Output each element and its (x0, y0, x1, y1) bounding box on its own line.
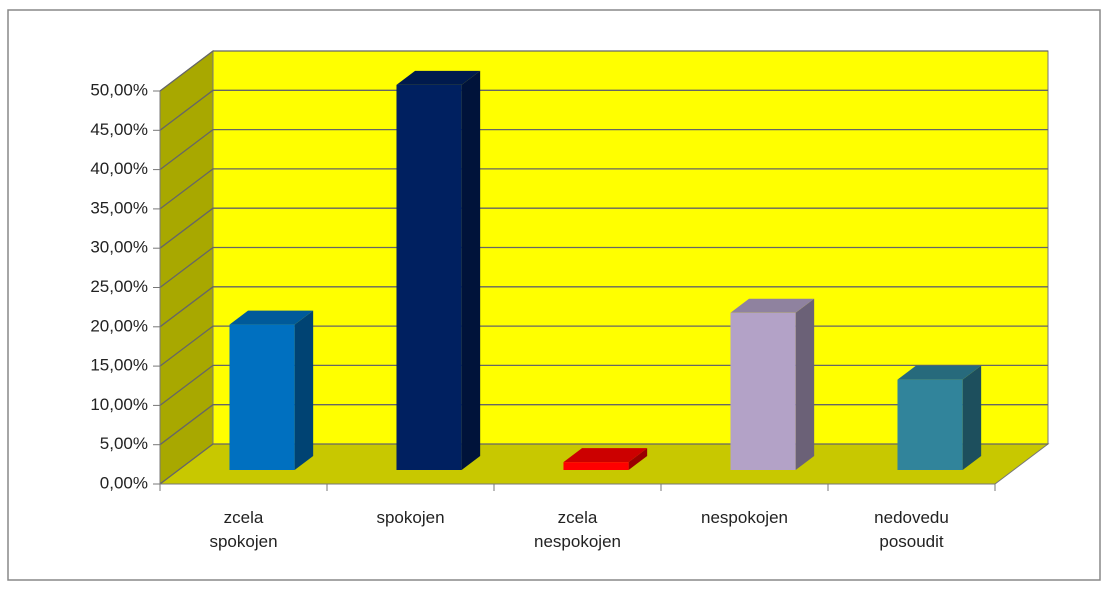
y-tick-label: 50,00% (90, 80, 148, 99)
x-tick-label: zcela spokojen (209, 508, 278, 551)
bar-side (294, 310, 314, 470)
y-tick-label: 20,00% (90, 316, 148, 335)
y-tick-label: 15,00% (90, 356, 148, 375)
bar-top (730, 298, 815, 313)
y-tick-label: 10,00% (90, 395, 148, 414)
x-tick-label: nedovedu posoudit (874, 508, 949, 551)
x-tick-label: nespokojen (701, 508, 788, 527)
x-tick-label: spokojen (376, 508, 445, 527)
y-tick-label: 45,00% (90, 120, 148, 139)
bar-side (962, 365, 982, 470)
y-tick-label: 25,00% (90, 277, 148, 296)
bar-side (461, 70, 481, 471)
grid-line (159, 50, 1048, 92)
y-tick-label: 30,00% (90, 238, 148, 257)
y-tick-label: 35,00% (90, 198, 148, 217)
grid-line (159, 168, 1048, 210)
bar-top (897, 365, 982, 380)
bar (229, 324, 295, 470)
grid-line (159, 246, 1048, 289)
bar (730, 312, 796, 470)
bar-top (563, 448, 648, 463)
grid-line (159, 207, 1048, 249)
y-tick-label: 40,00% (90, 159, 148, 178)
bar (563, 462, 629, 470)
grid-line (159, 128, 1048, 171)
grid-line (159, 89, 1048, 131)
y-tick-label: 5,00% (100, 434, 148, 453)
bar-side (795, 298, 815, 470)
bar (396, 84, 462, 471)
grid-line (159, 286, 1048, 328)
bar-top (229, 310, 314, 325)
bar-top (396, 70, 481, 85)
y-tick-label: 0,00% (100, 473, 148, 492)
x-tick-label: zcela nespokojen (534, 508, 621, 551)
bar (897, 379, 963, 470)
bar-side (628, 448, 648, 470)
